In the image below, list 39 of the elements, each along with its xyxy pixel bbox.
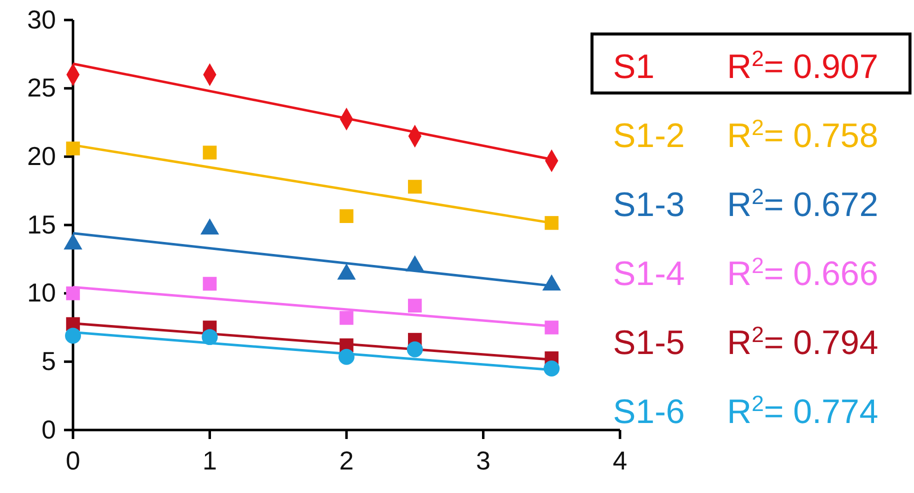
point xyxy=(408,298,422,313)
x-tick-label: 2 xyxy=(339,445,354,476)
y-tick-label: 10 xyxy=(27,278,56,308)
text: R$^{2}$= 0.774 xyxy=(727,390,878,431)
point xyxy=(202,146,217,160)
y-tick-label: 30 xyxy=(27,4,56,34)
y-tick-label: 5 xyxy=(42,346,56,376)
point xyxy=(66,286,80,300)
point xyxy=(340,311,354,325)
point xyxy=(340,209,354,224)
text: R$^{2}$= 0.794 xyxy=(727,322,878,362)
y-tick-label: 20 xyxy=(27,140,56,171)
point xyxy=(338,348,354,365)
text: S1-2 xyxy=(613,117,685,155)
x-tick-label: 1 xyxy=(202,445,217,476)
point xyxy=(544,360,560,376)
point xyxy=(408,180,422,194)
y-tick-label: 0 xyxy=(42,414,56,444)
point xyxy=(202,276,217,291)
text: S1-3 xyxy=(613,186,685,224)
point xyxy=(65,328,81,344)
x-tick-label: 0 xyxy=(66,445,80,476)
series-label: S1-5 xyxy=(613,324,685,362)
text: R$^{2}$= 0.672 xyxy=(727,184,878,224)
point xyxy=(544,320,559,334)
text: R$^{2}$= 0.907 xyxy=(727,46,878,86)
point xyxy=(66,142,80,156)
text: S1 xyxy=(613,48,655,86)
text: R$^{2}$= 0.758 xyxy=(727,114,878,155)
point xyxy=(202,329,218,346)
point xyxy=(544,216,559,230)
y-tick-label: 15 xyxy=(27,209,56,240)
text: R$^{2}$= 0.666 xyxy=(727,252,878,293)
y-tick-label: 25 xyxy=(27,72,56,103)
point xyxy=(406,341,423,358)
x-tick-label: 4 xyxy=(612,445,628,476)
series-label: S1-6 xyxy=(613,393,685,431)
x-tick-label: 3 xyxy=(476,445,490,476)
series-label: S1-4 xyxy=(613,255,685,293)
